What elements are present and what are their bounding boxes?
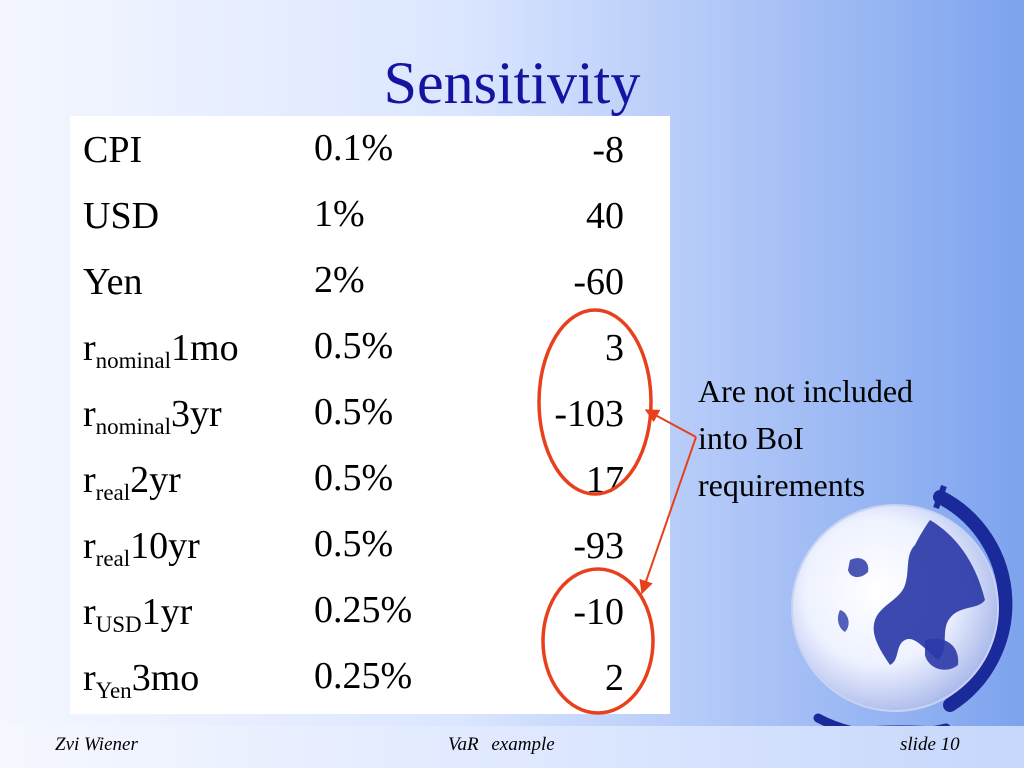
factor-name: Yen <box>83 261 143 303</box>
factor-change: 2% <box>314 259 365 301</box>
footer-author: Zvi Wiener <box>55 734 138 755</box>
highlight-ellipse-top <box>537 308 653 496</box>
factor-name: rYen3mo <box>83 657 200 703</box>
annotation-note: Are not included into BoI requirements <box>698 373 914 503</box>
factor-name: rnominal1mo <box>83 327 239 373</box>
factor-change: 0.25% <box>314 655 413 697</box>
slide-title: Sensitivity <box>383 50 641 116</box>
factor-value: 3 <box>605 327 624 369</box>
globe-icon <box>791 484 1013 741</box>
footer-slide-number: slide 10 <box>900 734 960 755</box>
table-row: rreal10yr 0.5% -93 <box>70 523 670 584</box>
factor-name: rreal10yr <box>83 525 200 571</box>
factor-change: 1% <box>314 193 365 235</box>
factor-value: -8 <box>592 129 624 171</box>
arrow-to-top-ellipse <box>644 409 697 438</box>
footer-topic: VaR example <box>448 734 555 755</box>
factor-value: 40 <box>586 195 624 237</box>
factor-value: -93 <box>573 525 624 567</box>
factor-name: rnominal3yr <box>83 393 222 439</box>
table-row: rUSD1yr 0.25% -10 <box>70 589 670 650</box>
table-row: Yen 2% -60 <box>70 259 670 320</box>
factor-change: 0.5% <box>314 523 394 565</box>
arrow-to-bottom-ellipse <box>639 436 697 595</box>
factor-change: 0.5% <box>314 457 394 499</box>
factor-value: -60 <box>573 261 624 303</box>
table-row: rreal2yr 0.5% 17 <box>70 457 670 518</box>
factor-change: 0.5% <box>314 325 394 367</box>
table-row: rnominal3yr 0.5% -103 <box>70 391 670 452</box>
factor-name: CPI <box>83 129 143 171</box>
factor-value: 2 <box>605 657 624 699</box>
factor-name: rUSD1yr <box>83 591 193 637</box>
factor-value: -10 <box>573 591 624 633</box>
table-row: USD 1% 40 <box>70 193 670 254</box>
sensitivity-table <box>70 116 670 714</box>
table-row: rnominal1mo 0.5% 3 <box>70 325 670 386</box>
factor-change: 0.5% <box>314 391 394 433</box>
highlight-ellipse-bottom <box>541 567 655 715</box>
factor-value: -103 <box>554 393 624 435</box>
table-row: rYen3mo 0.25% 2 <box>70 655 670 716</box>
table-row: CPI 0.1% -8 <box>70 127 670 188</box>
factor-change: 0.1% <box>314 127 394 169</box>
factor-name: rreal2yr <box>83 459 181 505</box>
factor-change: 0.25% <box>314 589 413 631</box>
slide-footer: Zvi Wiener VaR example slide 10 <box>0 726 1024 768</box>
factor-name: USD <box>83 195 160 237</box>
